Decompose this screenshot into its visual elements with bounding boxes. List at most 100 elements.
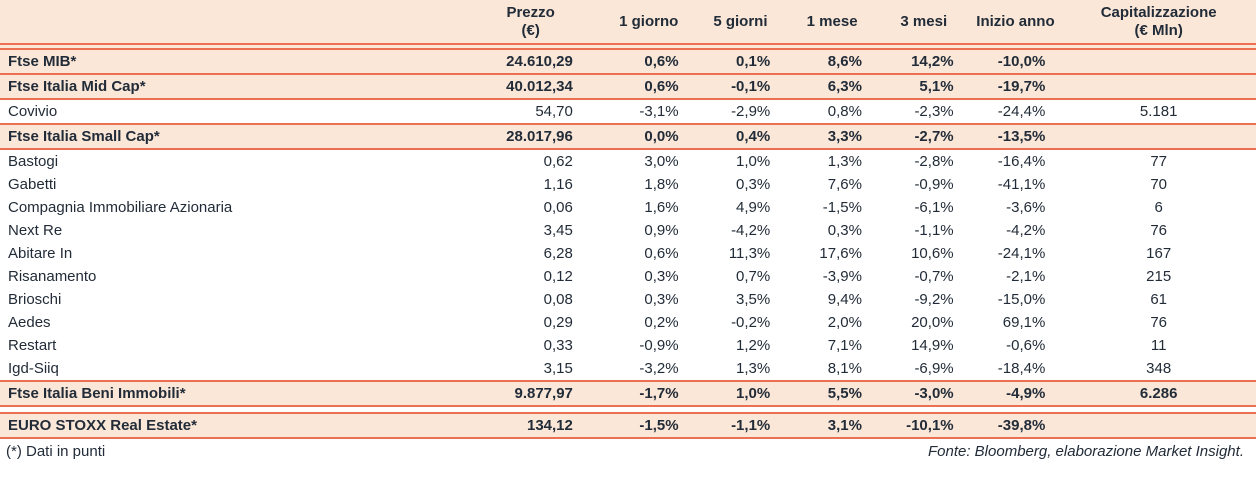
table-row: Risanamento 0,12 0,3% 0,7% -3,9% -0,7% -2,1% 21… <box>0 265 1256 288</box>
cell-1-giorno: -3,1% <box>602 99 695 124</box>
cell-inizio-anno: 69,1% <box>969 311 1062 334</box>
cell-5-giorni: 1,3% <box>694 357 787 381</box>
cell-1-giorno: 0,3% <box>602 288 695 311</box>
cell-3-mesi: -0,9% <box>877 173 970 196</box>
col-header-1-giorno: 1 giorno <box>602 0 695 45</box>
cell-inizio-anno: -4,2% <box>969 219 1062 242</box>
cell-capitalizzazione: 11 <box>1061 334 1256 357</box>
table-row: Ftse Italia Mid Cap* 40.012,34 0,6% -0,1% 6,… <box>0 73 1256 100</box>
cell-1-giorno: 1,6% <box>602 196 695 219</box>
table-row: Aedes 0,29 0,2% -0,2% 2,0% 20,0% 69,1% 76 <box>0 311 1256 334</box>
cell-1-giorno: 0,3% <box>602 265 695 288</box>
table-footnotes: (*) Dati in punti Fonte: Bloomberg, elab… <box>0 439 1256 460</box>
cell-capitalizzazione: 348 <box>1061 357 1256 381</box>
cell-capitalizzazione: 6.286 <box>1061 380 1256 407</box>
cell-5-giorni: 1,0% <box>694 380 787 407</box>
table-row: Gabetti 1,16 1,8% 0,3% 7,6% -0,9% -41,1% 70 <box>0 173 1256 196</box>
cell-capitalizzazione: 215 <box>1061 265 1256 288</box>
cell-5-giorni: 4,9% <box>694 196 787 219</box>
cell-1-mese: 3,3% <box>786 123 878 150</box>
cell-name: Ftse Italia Small Cap* <box>0 123 459 150</box>
cell-1-mese: 7,6% <box>786 173 878 196</box>
col-header-inizio-anno: Inizio anno <box>969 0 1062 45</box>
cell-inizio-anno: -18,4% <box>969 357 1062 381</box>
cell-1-mese: 7,1% <box>786 334 878 357</box>
cell-1-mese: 8,1% <box>786 357 878 381</box>
cell-name: Covivio <box>0 99 459 124</box>
table-header: Prezzo (€) 1 giorno 5 giorni 1 mese 3 mes… <box>0 0 1256 45</box>
cell-name: Brioschi <box>0 288 459 311</box>
cell-1-giorno: -1,7% <box>602 380 695 407</box>
cell-inizio-anno: -41,1% <box>969 173 1062 196</box>
cell-prezzo: 24.610,29 <box>458 48 603 75</box>
cell-prezzo: 28.017,96 <box>458 123 603 150</box>
cell-1-giorno: -1,5% <box>602 412 695 439</box>
cell-5-giorni: -1,1% <box>694 412 787 439</box>
table-row: Compagnia Immobiliare Azionaria 0,06 1,6% 4… <box>0 196 1256 219</box>
cell-1-giorno: 0,6% <box>602 73 695 100</box>
cell-3-mesi: -9,2% <box>877 288 970 311</box>
cell-inizio-anno: -15,0% <box>969 288 1062 311</box>
cell-3-mesi: -6,1% <box>877 196 970 219</box>
cell-1-mese: -3,9% <box>786 265 878 288</box>
cell-1-giorno: 0,6% <box>602 48 695 75</box>
cell-prezzo: 0,33 <box>458 334 603 357</box>
cell-prezzo: 0,08 <box>458 288 603 311</box>
table-row: Next Re 3,45 0,9% -4,2% 0,3% -1,1% -4,2% 76 <box>0 219 1256 242</box>
cell-1-mese: 8,6% <box>786 48 878 75</box>
col-header-cap-line2: (€ Mln) <box>1134 22 1183 39</box>
cell-prezzo: 0,62 <box>458 149 603 173</box>
table-row: EURO STOXX Real Estate* 134,12 -1,5% -1,1% 3… <box>0 412 1256 439</box>
header-row: Prezzo (€) 1 giorno 5 giorni 1 mese 3 mes… <box>0 0 1256 45</box>
cell-capitalizzazione: 61 <box>1061 288 1256 311</box>
cell-3-mesi: -3,0% <box>877 380 970 407</box>
cell-5-giorni: 1,2% <box>694 334 787 357</box>
cell-name: Ftse Italia Mid Cap* <box>0 73 459 100</box>
section-gap <box>0 406 1256 413</box>
cell-5-giorni: 0,3% <box>694 173 787 196</box>
col-header-5-giorni: 5 giorni <box>694 0 787 45</box>
cell-prezzo: 0,06 <box>458 196 603 219</box>
col-header-1-mese: 1 mese <box>786 0 878 45</box>
cell-capitalizzazione: 76 <box>1061 311 1256 334</box>
cell-1-giorno: -0,9% <box>602 334 695 357</box>
cell-3-mesi: -1,1% <box>877 219 970 242</box>
market-performance-table: Prezzo (€) 1 giorno 5 giorni 1 mese 3 mes… <box>0 0 1256 439</box>
cell-5-giorni: -4,2% <box>694 219 787 242</box>
cell-inizio-anno: -2,1% <box>969 265 1062 288</box>
cell-prezzo: 0,29 <box>458 311 603 334</box>
cell-inizio-anno: -13,5% <box>969 123 1062 150</box>
col-header-capitalizzazione: Capitalizzazione (€ Mln) <box>1061 0 1256 45</box>
cell-5-giorni: 0,7% <box>694 265 787 288</box>
cell-inizio-anno: -16,4% <box>969 149 1062 173</box>
cell-name: Compagnia Immobiliare Azionaria <box>0 196 459 219</box>
cell-inizio-anno: -24,4% <box>969 99 1062 124</box>
cell-1-mese: 9,4% <box>786 288 878 311</box>
table-row: Ftse MIB* 24.610,29 0,6% 0,1% 8,6% 14,2% -10,0… <box>0 48 1256 75</box>
cell-1-mese: 3,1% <box>786 412 878 439</box>
cell-capitalizzazione <box>1061 48 1256 75</box>
cell-1-mese: 1,3% <box>786 149 878 173</box>
col-header-3-mesi: 3 mesi <box>877 0 970 45</box>
col-header-prezzo-line2: (€) <box>521 22 540 39</box>
cell-prezzo: 0,12 <box>458 265 603 288</box>
cell-3-mesi: -2,8% <box>877 149 970 173</box>
table-body: Ftse MIB* 24.610,29 0,6% 0,1% 8,6% 14,2% -10,0… <box>0 44 1256 439</box>
cell-prezzo: 3,15 <box>458 357 603 381</box>
cell-1-mese: 6,3% <box>786 73 878 100</box>
cell-name: Abitare In <box>0 242 459 265</box>
cell-3-mesi: -6,9% <box>877 357 970 381</box>
cell-5-giorni: -0,2% <box>694 311 787 334</box>
col-header-cap-line1: Capitalizzazione <box>1100 4 1217 21</box>
footnote-dati-in-punti: (*) Dati in punti <box>6 443 106 460</box>
cell-5-giorni: -2,9% <box>694 99 787 124</box>
cell-inizio-anno: -0,6% <box>969 334 1062 357</box>
cell-name: EURO STOXX Real Estate* <box>0 412 459 439</box>
cell-inizio-anno: -39,8% <box>969 412 1062 439</box>
cell-5-giorni: 1,0% <box>694 149 787 173</box>
cell-3-mesi: 14,2% <box>877 48 970 75</box>
cell-inizio-anno: -4,9% <box>969 380 1062 407</box>
cell-3-mesi: -2,7% <box>877 123 970 150</box>
cell-name: Igd-Siiq <box>0 357 459 381</box>
col-header-name <box>0 0 459 45</box>
